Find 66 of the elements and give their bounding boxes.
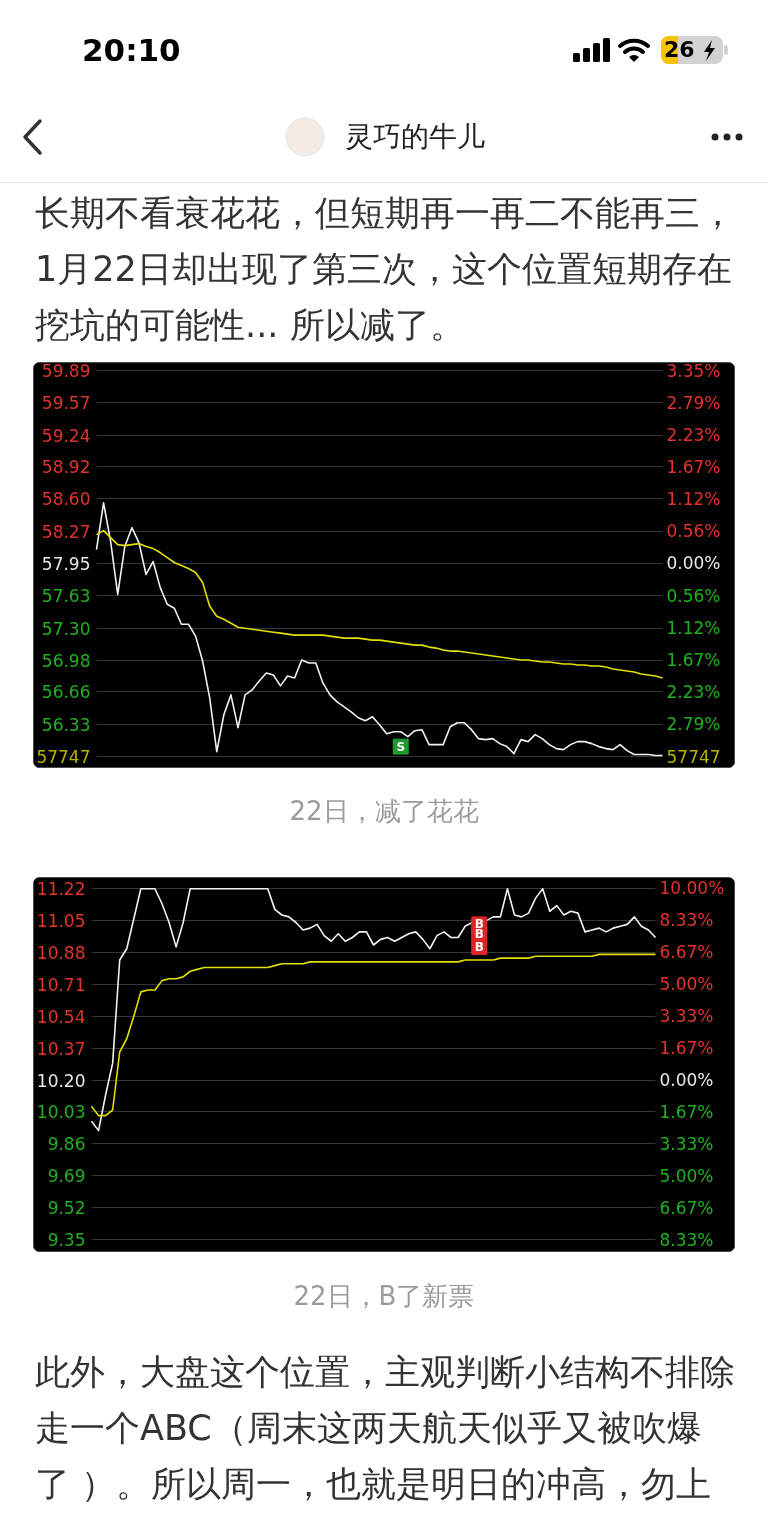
y2-tick-label: 1.67%: [659, 1038, 714, 1059]
data-label: S: [396, 739, 406, 754]
y2-tick-label: 5.00%: [659, 974, 714, 995]
y2-tick-label: 2.79%: [666, 392, 721, 413]
y-tick-label: 9.52: [47, 1198, 86, 1218]
y-tick-label: 10.54: [36, 1006, 86, 1027]
text: 20:10: [82, 31, 181, 70]
data-label: B: [474, 939, 484, 954]
y-tick-label: 56.98: [41, 650, 91, 671]
y2-tick-label: 2.23%: [666, 681, 721, 702]
text: 1月22日却出现了第三次，这个位置短期存在: [35, 248, 733, 291]
y2-tick-label: 1.67%: [666, 457, 721, 478]
y-tick-label: 10.03: [36, 1102, 86, 1123]
y-tick-label: 9.86: [47, 1134, 86, 1155]
y2-tick-label: 3.33%: [659, 1006, 714, 1027]
y-tick-label: 11.05: [36, 911, 86, 932]
y2-tick-label: 5.00%: [659, 1165, 714, 1186]
y2-tick-label: 0.56%: [666, 521, 721, 542]
y2-tick-label: 0.00%: [659, 1070, 714, 1091]
y-tick-label: 59.57: [41, 392, 91, 413]
y2-tick-label: 2.23%: [666, 425, 721, 446]
line-series: [95, 529, 664, 679]
line-series: [90, 887, 657, 1132]
text: 22日，B了新票: [0, 1252, 768, 1340]
y2-tick-label: 2.79%: [666, 714, 721, 735]
text: 57747: [36, 747, 91, 768]
y-tick-label: 11.22: [36, 879, 86, 900]
text: 挖坑的可能性... 所以减了。: [35, 304, 466, 347]
y2-tick-label: 8.33%: [659, 1229, 714, 1250]
y2-tick-label: 8.33%: [659, 910, 714, 931]
text: 走一个ABC（周末这两天航天似乎又被吹爆: [35, 1407, 703, 1450]
y2-tick-label: 3.33%: [659, 1133, 714, 1154]
y2-tick-label: 0.00%: [666, 553, 721, 574]
y2-tick-label: 1.12%: [666, 617, 721, 638]
y-tick-label: 10.88: [36, 943, 86, 963]
y2-tick-label: 6.67%: [659, 1198, 714, 1218]
line-series: [90, 953, 657, 1117]
y2-tick-label: 0.56%: [666, 585, 721, 606]
text: 长期不看衰花花，但短期再一再二不能再三，: [35, 192, 736, 235]
y2-tick-label: 1.12%: [666, 488, 721, 509]
y-tick-label: 58.92: [41, 457, 91, 478]
text: 22日，减了花花: [0, 768, 768, 877]
y2-tick-label: 1.67%: [666, 649, 721, 670]
text: 灵巧的牛儿: [345, 119, 485, 155]
text: 57747: [666, 747, 721, 768]
y2-tick-label: 1.67%: [659, 1102, 714, 1123]
text: 了 ）。所以周一，也就是明日的冲高，勿上: [35, 1463, 713, 1506]
y-tick-label: 59.24: [41, 425, 91, 446]
y-tick-label: 57.95: [41, 554, 91, 575]
y-tick-label: 57.63: [41, 585, 91, 606]
y-tick-label: 56.66: [41, 682, 91, 703]
y-tick-label: 10.20: [36, 1070, 86, 1091]
y2-tick-label: 10.00%: [659, 878, 725, 899]
y-tick-label: 57.30: [41, 618, 91, 639]
y-tick-label: 9.69: [47, 1166, 86, 1187]
y2-tick-label: 3.35%: [666, 360, 721, 381]
y-tick-label: 10.37: [36, 1038, 86, 1059]
y-tick-label: 56.33: [41, 715, 91, 736]
y-tick-label: 9.35: [47, 1229, 86, 1250]
y-tick-label: 58.60: [41, 489, 91, 510]
y2-tick-label: 6.67%: [659, 942, 714, 963]
y-tick-label: 58.27: [41, 522, 91, 543]
line-series: [95, 502, 664, 757]
text: 此外，大盘这个位置，主观判断小结构不排除: [35, 1351, 736, 1394]
y-tick-label: 59.89: [41, 360, 91, 381]
y-tick-label: 10.71: [36, 974, 86, 995]
